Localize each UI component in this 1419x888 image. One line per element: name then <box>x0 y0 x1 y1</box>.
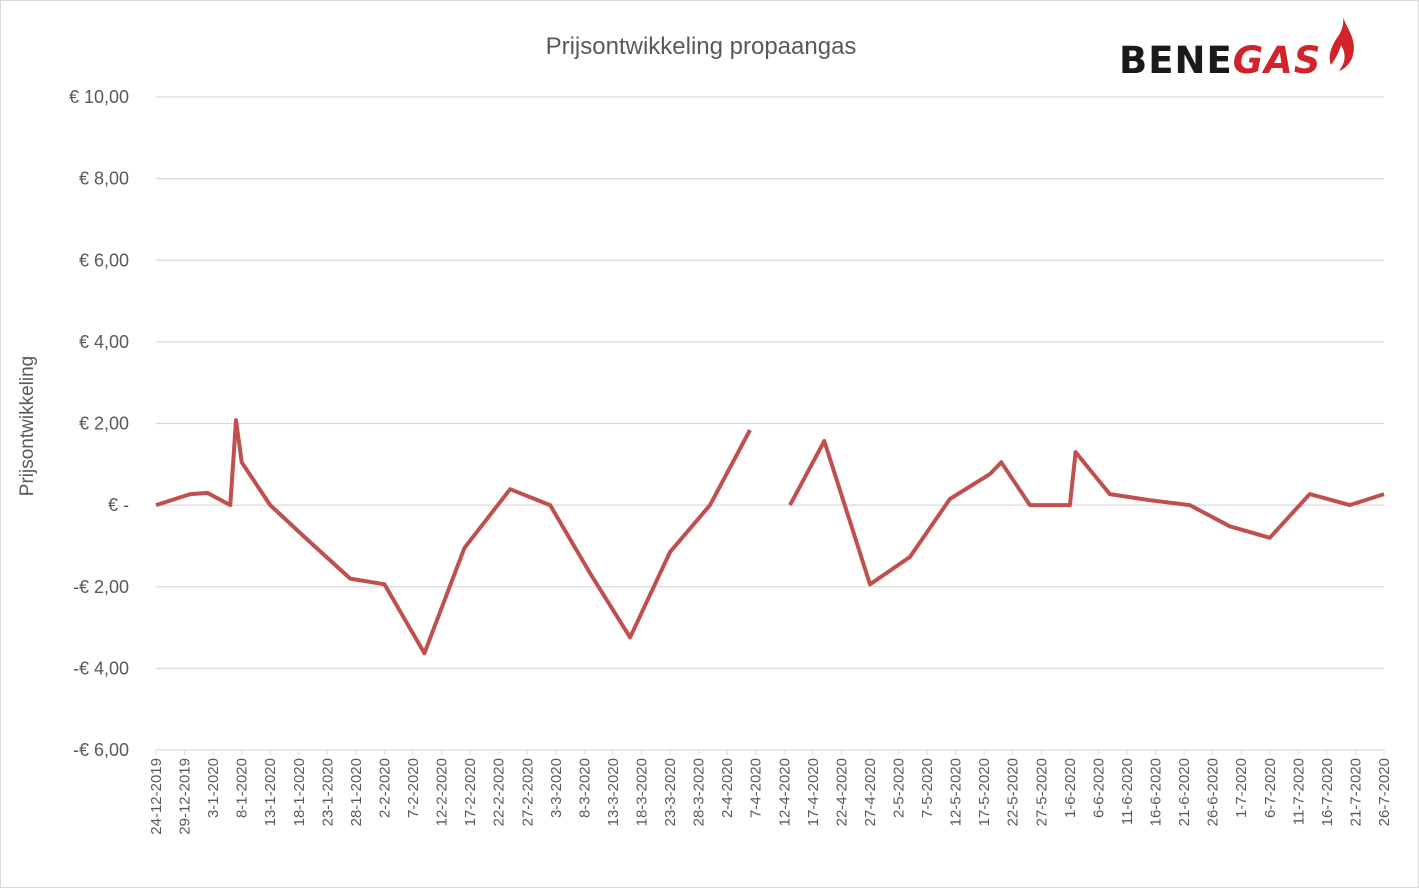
benegas-logo: BENEGAS <box>1119 15 1359 82</box>
y-tick-label: € 8,00 <box>79 169 129 189</box>
x-tick-label: 26-7-2020 <box>1376 758 1393 826</box>
y-tick-label: -€ 6,00 <box>73 740 129 760</box>
x-tick-label: 17-2-2020 <box>462 758 479 826</box>
x-tick-label: 7-2-2020 <box>405 758 422 818</box>
x-tick-label: 28-1-2020 <box>348 758 365 826</box>
x-tick-label: 21-6-2020 <box>1176 758 1193 826</box>
x-tick-label: 2-2-2020 <box>376 758 393 818</box>
x-tick-label: 27-2-2020 <box>519 758 536 826</box>
x-tick-label: 23-3-2020 <box>662 758 679 826</box>
x-tick-label: 24-12-2019 <box>148 758 165 835</box>
x-tick-label: 1-6-2020 <box>1062 758 1079 818</box>
x-tick-label: 27-5-2020 <box>1033 758 1050 826</box>
y-tick-label: € 6,00 <box>79 250 129 270</box>
x-tick-label: 16-7-2020 <box>1319 758 1336 826</box>
logo-text-red: GAS <box>1232 39 1322 82</box>
x-tick-label: 8-1-2020 <box>234 758 251 818</box>
chart-title: Prijsontwikkeling propaangas <box>545 33 857 60</box>
x-tick-label: 8-3-2020 <box>576 758 593 818</box>
x-tick-label: 7-4-2020 <box>748 758 765 818</box>
series-line <box>155 418 752 656</box>
y-tick-label: € 2,00 <box>79 414 129 434</box>
x-tick-label: 2-4-2020 <box>719 758 736 818</box>
x-tick-label: 6-6-2020 <box>1090 758 1107 818</box>
x-tick-label: 1-7-2020 <box>1233 758 1250 818</box>
y-tick-label: € 10,00 <box>69 87 129 107</box>
x-tick-label: 28-3-2020 <box>691 758 708 826</box>
x-tick-label: 17-5-2020 <box>976 758 993 826</box>
x-tick-label: 22-5-2020 <box>1005 758 1022 826</box>
x-tick-label: 3-1-2020 <box>205 758 222 818</box>
x-tick-label: 21-7-2020 <box>1347 758 1364 826</box>
x-tick-label: 22-2-2020 <box>491 758 508 826</box>
x-tick-label: 12-2-2020 <box>434 758 451 826</box>
x-tick-label: 13-3-2020 <box>605 758 622 826</box>
x-tick-label: 12-4-2020 <box>776 758 793 826</box>
y-tick-label: -€ 4,00 <box>73 658 129 678</box>
x-tick-label: 7-5-2020 <box>919 758 936 818</box>
x-tick-label: 22-4-2020 <box>833 758 850 826</box>
x-tick-label: 11-7-2020 <box>1290 758 1307 825</box>
flame-icon <box>1329 17 1354 71</box>
series-line <box>788 439 1385 587</box>
x-tick-label: 27-4-2020 <box>862 758 879 826</box>
x-tick-label: 18-3-2020 <box>633 758 650 826</box>
y-tick-label: € - <box>108 495 129 515</box>
x-tick-label: 11-6-2020 <box>1119 758 1136 825</box>
x-tick-label: 16-6-2020 <box>1148 758 1165 826</box>
x-tick-label: 12-5-2020 <box>948 758 965 826</box>
x-tick-label: 17-4-2020 <box>805 758 822 826</box>
x-tick-label: 26-6-2020 <box>1205 758 1222 826</box>
x-tick-label: 13-1-2020 <box>262 758 279 826</box>
x-tick-label: 2-5-2020 <box>891 758 908 818</box>
x-tick-label: 23-1-2020 <box>319 758 336 826</box>
x-tick-label: 3-3-2020 <box>548 758 565 818</box>
x-tick-label: 18-1-2020 <box>291 758 308 826</box>
x-tick-label: 29-12-2019 <box>177 758 194 835</box>
y-tick-label: -€ 2,00 <box>73 577 129 597</box>
x-tick-label: 6-7-2020 <box>1262 758 1279 818</box>
y-tick-label: € 4,00 <box>79 332 129 352</box>
logo-text-dark: BENE <box>1119 39 1233 82</box>
